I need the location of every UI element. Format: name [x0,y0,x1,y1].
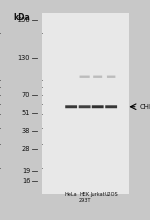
Text: U2OS: U2OS [104,192,118,197]
Text: 38: 38 [22,128,30,134]
FancyBboxPatch shape [65,105,77,108]
Text: kDa: kDa [14,13,30,22]
FancyBboxPatch shape [80,75,90,78]
FancyBboxPatch shape [107,75,115,78]
Text: 19: 19 [22,168,30,174]
Text: 250: 250 [18,17,30,23]
Text: Jurkat: Jurkat [90,192,105,197]
Text: CHMP7: CHMP7 [140,104,150,110]
FancyBboxPatch shape [105,105,117,108]
Text: 51: 51 [22,110,30,116]
FancyBboxPatch shape [93,75,102,78]
Text: HeLa: HeLa [65,192,77,197]
FancyBboxPatch shape [92,105,104,108]
Text: 70: 70 [22,92,30,98]
Text: 130: 130 [18,55,30,61]
Text: 16: 16 [22,178,30,184]
Text: 28: 28 [22,145,30,152]
FancyBboxPatch shape [79,105,91,108]
Text: HEK
293T: HEK 293T [78,192,91,203]
